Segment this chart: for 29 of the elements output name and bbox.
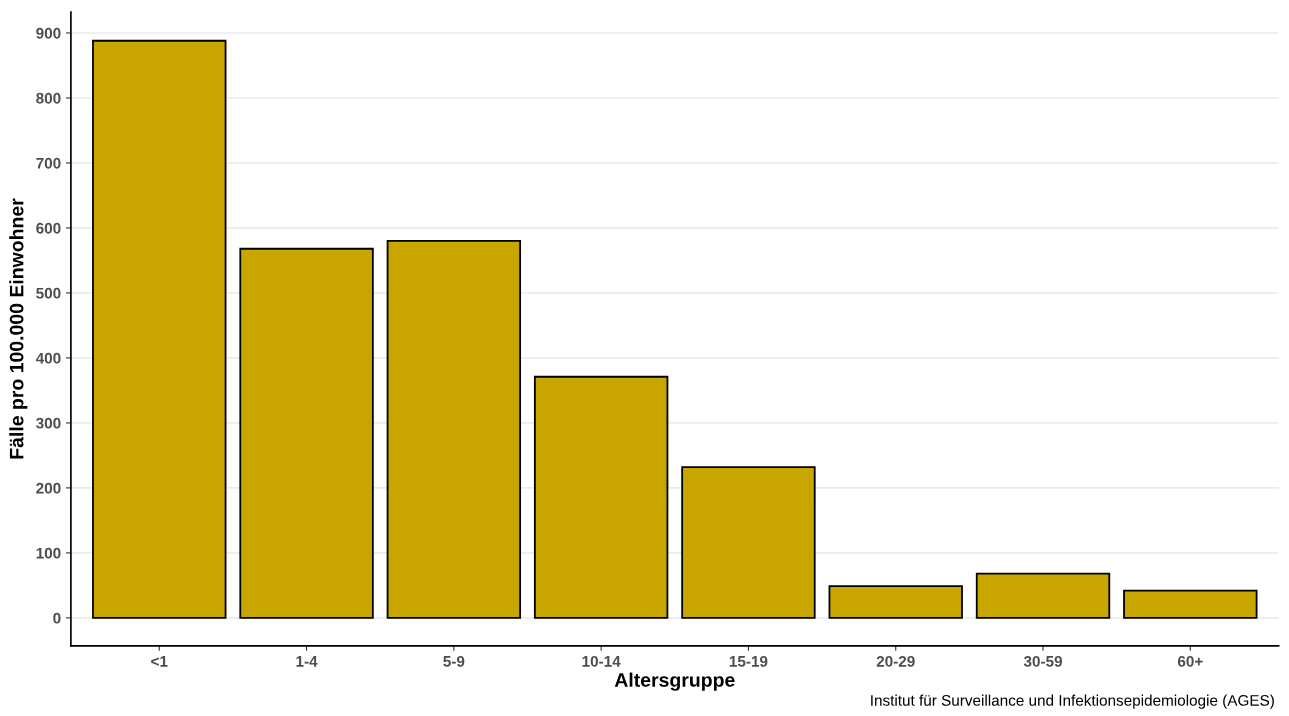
x-tick-label: 30-59 xyxy=(1023,655,1062,667)
x-tick-label: 15-19 xyxy=(729,655,768,667)
y-tick-label: 900 xyxy=(36,27,61,39)
bar xyxy=(533,375,669,619)
y-axis-title: Fälle pro 100.000 Einwohner xyxy=(9,198,28,459)
bar xyxy=(1123,589,1258,619)
x-tick-label: 60+ xyxy=(1177,655,1203,667)
text: Institut für Surveillance und Infektionsepidemiologie (AGES) xyxy=(871,694,1274,709)
bar xyxy=(828,585,963,619)
x-tick-label: 10-14 xyxy=(582,655,621,667)
y-tick-label: 400 xyxy=(35,352,61,364)
y-tick-label: 800 xyxy=(36,92,61,104)
y-tick-label: 100 xyxy=(36,547,61,559)
x-axis-title: Altersgruppe xyxy=(614,672,735,691)
x-tick-label: 20-29 xyxy=(876,655,915,667)
y-tick-label: 700 xyxy=(36,157,61,169)
y-tick-label: 300 xyxy=(36,417,61,429)
x-tick-label: 1-4 xyxy=(296,656,318,667)
bar xyxy=(239,247,374,619)
y-tick-label: 200 xyxy=(36,482,61,494)
y-tick-label: 0 xyxy=(53,612,61,624)
bar xyxy=(386,240,522,619)
x-tick-label: <1 xyxy=(151,656,168,667)
y-tick-label: 500 xyxy=(36,287,61,299)
bar xyxy=(975,572,1111,619)
bar xyxy=(92,39,227,619)
x-tick-label: 5-9 xyxy=(443,655,465,667)
bar xyxy=(681,466,816,619)
y-tick-label: 600 xyxy=(36,222,61,234)
